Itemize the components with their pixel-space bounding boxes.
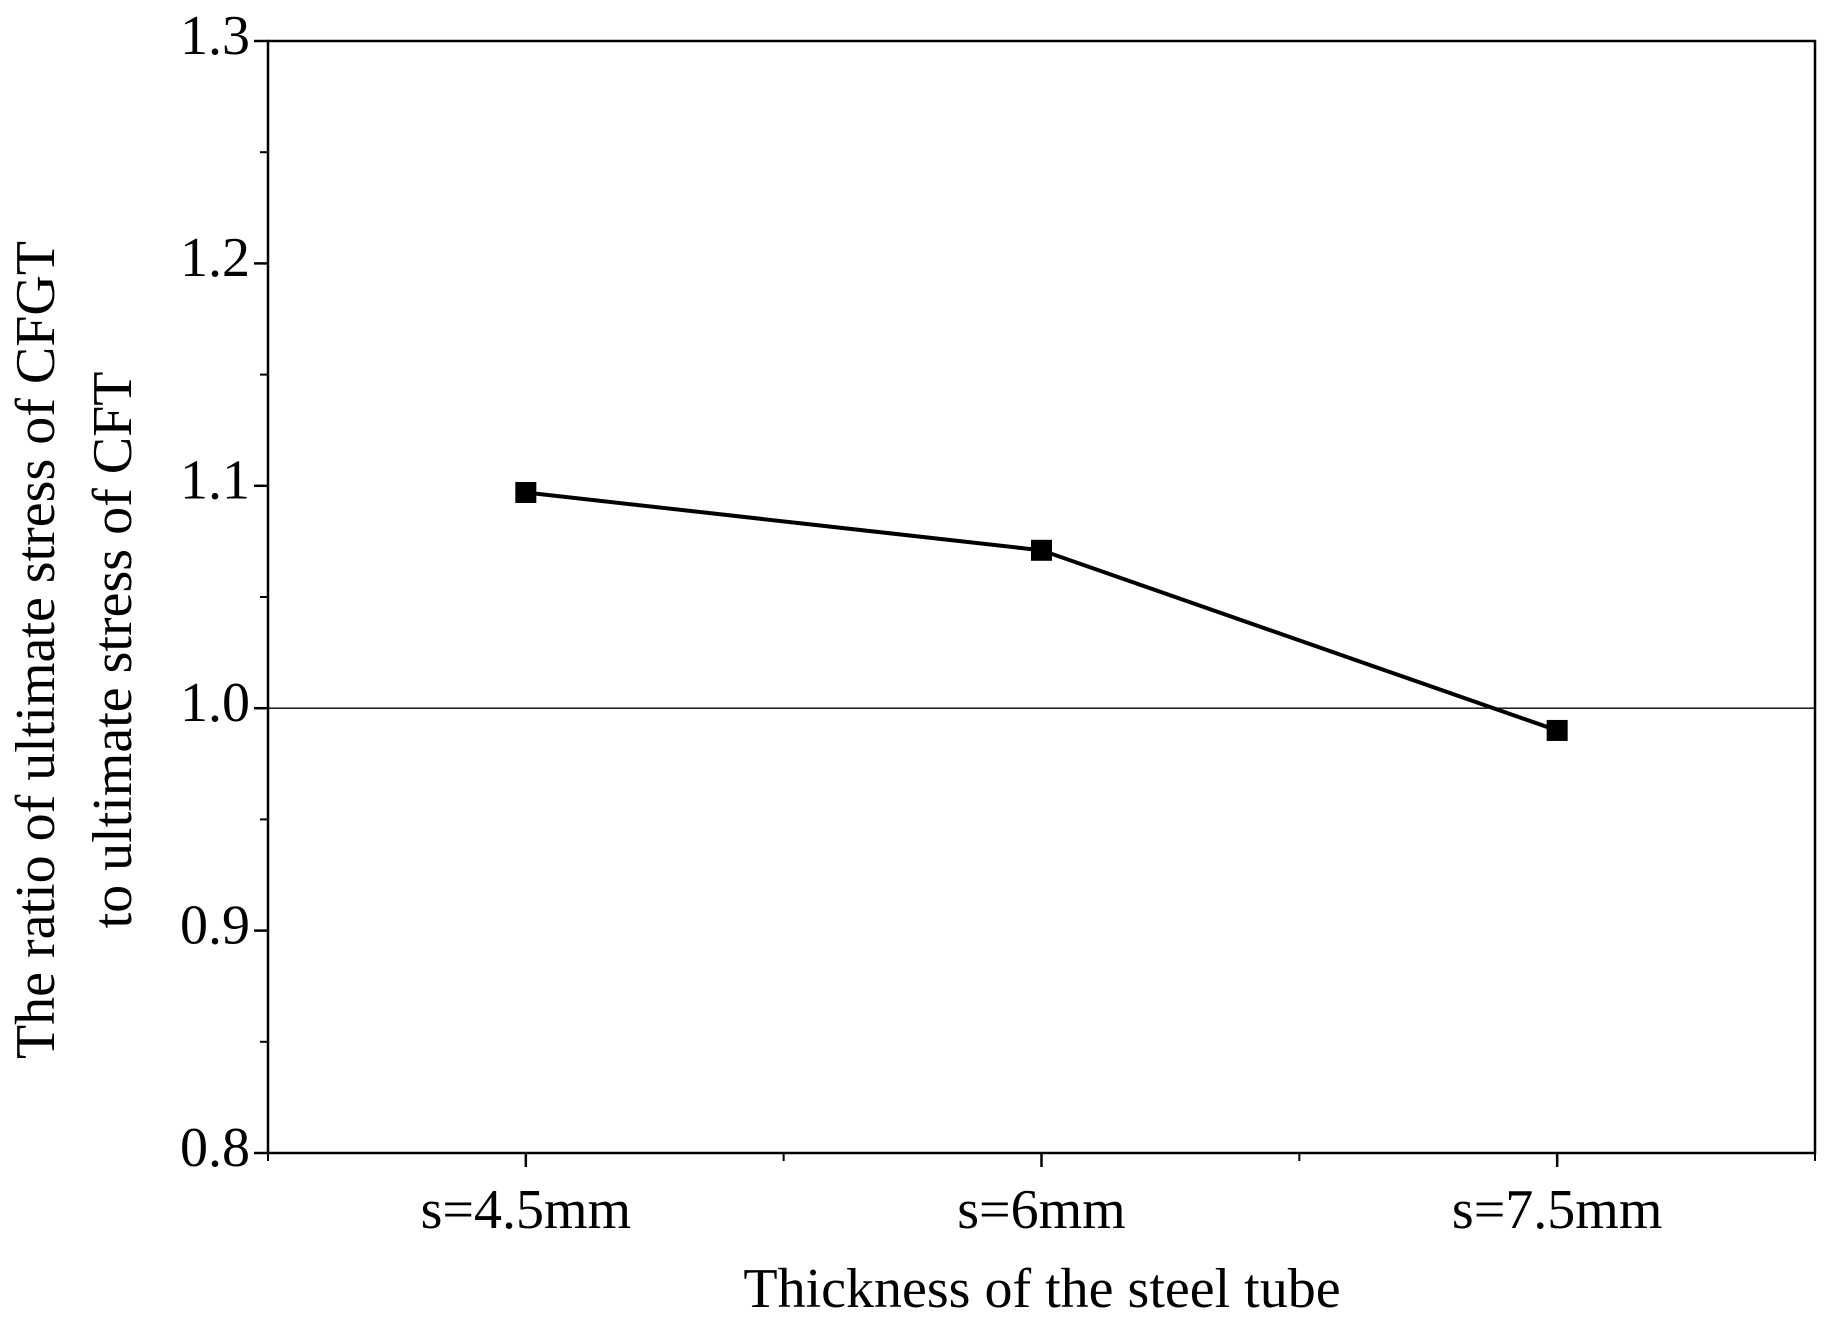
y-axis-title: to ultimate stress of CFT: [82, 372, 144, 929]
x-tick-label: s=4.5mm: [421, 1179, 632, 1241]
y-tick-label: 1.3: [180, 5, 250, 67]
x-tick-label: s=6mm: [957, 1179, 1126, 1241]
marker: [1031, 539, 1052, 561]
y-tick-label: 1.2: [180, 227, 250, 289]
y-axis-title: The ratio of ultimate stress of CFGT: [5, 241, 67, 1059]
plot-frame: [266, 39, 1817, 1155]
y-tick-label: 1.0: [180, 672, 250, 734]
marker: [515, 481, 537, 503]
y-tick-label: 0.8: [180, 1117, 250, 1179]
y-tick-label: 0.9: [180, 894, 250, 956]
x-axis-title: Thickness of the steel tube: [743, 1258, 1340, 1320]
marker: [1546, 719, 1568, 741]
line: [525, 490, 1558, 733]
y-tick-label: 1.1: [180, 450, 250, 512]
x-tick-label: s=7.5mm: [1452, 1179, 1663, 1241]
